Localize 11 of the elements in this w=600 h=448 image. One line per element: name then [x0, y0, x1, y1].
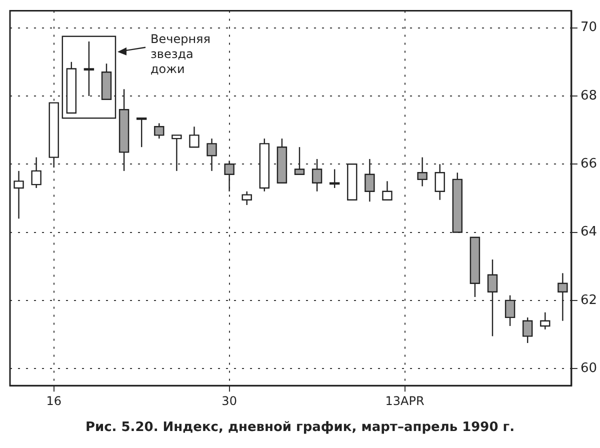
- y-tick-label: 66: [580, 156, 598, 172]
- x-tick-label: 30: [222, 394, 237, 408]
- y-tick-label: 70: [580, 20, 598, 36]
- y-tick-label: 64: [580, 224, 598, 240]
- x-tick-label: 13APR: [385, 394, 424, 408]
- y-tick-label: 60: [580, 360, 598, 376]
- x-tick-label: 16: [46, 394, 62, 408]
- text: Рис. 5.20. Индекс, дневной график, март–апрель 1990 г.: [84, 420, 516, 435]
- annotation: Вечерняя звезда дожи: [150, 32, 212, 78]
- y-tick-label: 68: [580, 88, 598, 104]
- y-tick-label: 62: [580, 292, 598, 308]
